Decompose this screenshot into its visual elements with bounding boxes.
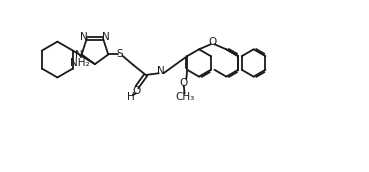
Text: N: N	[75, 50, 82, 60]
Text: N: N	[157, 66, 165, 76]
Text: CH₃: CH₃	[175, 92, 194, 102]
Text: O: O	[132, 86, 140, 96]
Text: O: O	[180, 78, 188, 88]
Text: N: N	[102, 32, 110, 42]
Text: NH₂: NH₂	[70, 58, 90, 68]
Text: H: H	[127, 92, 135, 102]
Text: N: N	[80, 32, 87, 42]
Text: S: S	[117, 50, 124, 60]
Text: O: O	[208, 37, 217, 47]
